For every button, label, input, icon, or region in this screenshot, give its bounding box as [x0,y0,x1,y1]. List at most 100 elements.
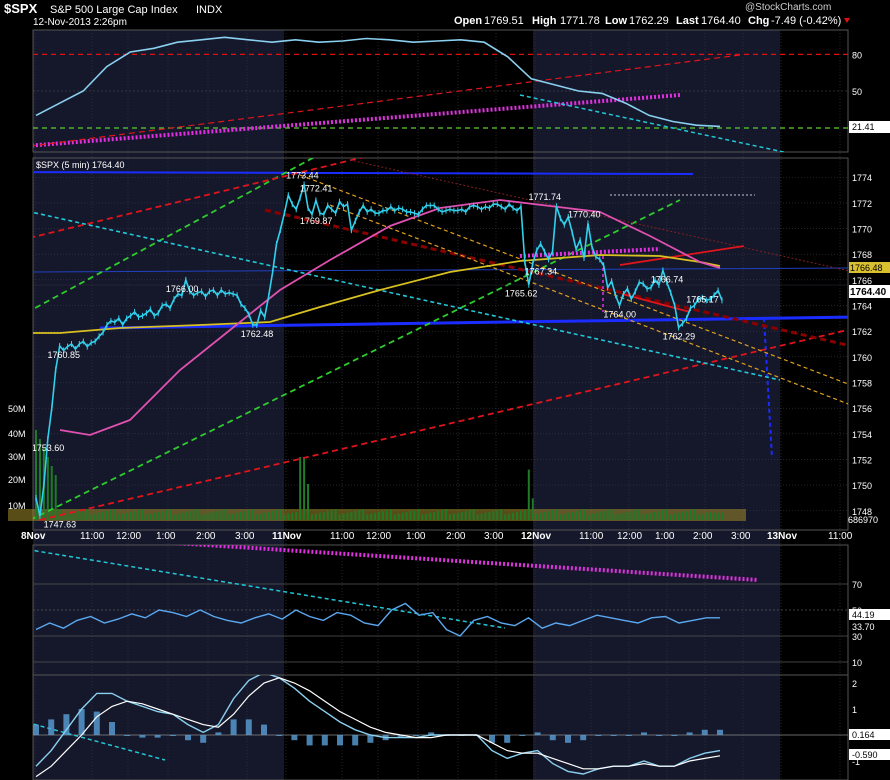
volume-bar [204,513,207,520]
dark-red-line [264,208,848,347]
macd-histogram-bar [717,729,723,735]
right-value-label: 1764.40 [850,287,887,298]
y-tick-label: 1750 [852,481,872,491]
last-box [849,285,890,298]
volume-bar [291,512,294,520]
volume-tick-label: 30M [8,452,26,462]
y-tick-label: 1772 [852,199,872,209]
x-tick-label: 8Nov [21,531,46,542]
volume-bar [86,509,89,520]
volume-bar [413,510,416,520]
volume-bar [476,514,479,520]
orange-dash-lower [329,204,848,405]
volume-bar [271,511,274,520]
volume-bar [78,511,81,520]
volume-bar [519,511,522,520]
red-channel-upper [619,245,745,266]
volume-bar [547,511,550,520]
volume-bar [303,457,306,520]
volume-bar [370,513,373,520]
volume-bar [145,514,148,520]
price-annotation: 1747.63 [44,520,77,530]
session-shade [533,30,780,780]
volume-bar [200,514,203,520]
macd-plot [33,675,848,778]
volume-tick-label: 50M [8,404,26,414]
volume-value-label: 686970 [848,515,878,525]
volume-bar [681,511,684,520]
high-label: High [532,15,557,27]
y-tick-label: 1756 [852,404,872,414]
price-plot: 1773.44 1772.41 1769.87 1766.00 1762.48 1760.… [33,158,848,530]
x-tick-label: 2:00 [196,531,216,542]
price-annotation: 1766.00 [166,284,199,294]
macd-histogram-bar [397,735,404,738]
volume-bar [310,514,313,520]
volume-bar [429,512,432,520]
rsi-cyan-line [519,94,788,152]
mid-blue-line [33,267,848,273]
y-tick-label: 1760 [852,353,872,363]
y-tick-label: 1766 [852,276,872,286]
volume-bar [165,510,168,520]
volume-bar [417,509,420,520]
chg-label: Chg [748,15,769,27]
right-value-label: 1766.48 [850,263,883,273]
volume-bar [594,512,597,520]
text-layer: 8Nov 11:00 12:00 1:00 2:00 3:00 11Nov 11:00 12:0… [8,50,890,767]
volume-bar [82,510,85,520]
exchange-label: INDX [196,4,223,16]
volume-bar [184,511,187,520]
volume-bar [220,510,223,520]
volume-bar [441,510,444,520]
low-label: Low [605,15,627,27]
volume-bar [113,509,116,520]
price-panel-border [32,157,849,531]
macd-histogram-bar [78,709,85,735]
volume-bar [555,509,558,520]
y-tick-label: 1774 [852,173,872,183]
price-annotation: 1772.41 [300,184,333,194]
x-tick-label: 11Nov [272,531,302,542]
volume-bar [539,512,542,520]
rsi2-tick-label: 10 [852,658,862,668]
macd-cyan-line [33,723,166,761]
volume-bar [697,514,700,520]
x-tick-label: 12:00 [617,531,642,542]
support-line [99,315,848,330]
volume-bar [216,511,219,520]
volume-bar [326,511,329,520]
volume-bar [90,514,93,520]
volume-bar [350,511,353,520]
macd-histogram-bar [109,722,115,735]
volume-bar [322,511,325,520]
volume-bar [342,513,345,520]
macd-histogram-bar [534,732,541,735]
last-box-upper [849,262,890,273]
rsi2-line [35,602,720,637]
volume-bar [610,509,613,520]
x-tick-label: 12:00 [366,531,391,542]
volume-bar [721,512,723,520]
volume-bar [125,512,128,520]
y-tick-label: 1754 [852,430,872,440]
volume-bar [98,512,101,520]
volume-bar [535,513,538,520]
volume-bar [630,511,633,520]
macd-histogram-bar [321,735,328,746]
macd-histogram-bar [139,735,146,738]
volume-bar [602,511,605,520]
price-annotation: 1766.74 [651,274,684,284]
volume-bar [709,511,712,520]
red-channel-lower [621,293,691,313]
volume-bar [374,512,377,520]
volume-bar [109,510,112,520]
volume-bar [646,513,649,520]
volume-bar [401,512,404,520]
rsi-tick-label: 80 [852,50,862,60]
volume-bar [62,514,65,520]
volume-bar [571,511,574,520]
volume-bar [192,510,195,520]
volume-bar [176,513,179,520]
